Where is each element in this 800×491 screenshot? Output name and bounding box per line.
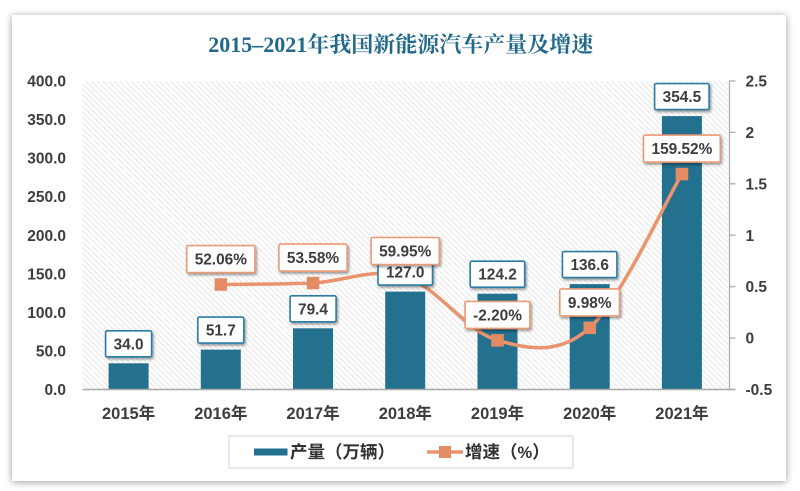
- svg-text:2020: 2020: [563, 405, 600, 423]
- svg-text:1: 1: [746, 228, 755, 245]
- svg-text:100.0: 100.0: [27, 305, 66, 322]
- svg-text:2016: 2016: [194, 405, 231, 423]
- svg-text:2.5: 2.5: [746, 74, 768, 91]
- svg-text:2021: 2021: [655, 405, 692, 423]
- svg-text:136.6: 136.6: [570, 257, 609, 274]
- svg-text:400.0: 400.0: [27, 74, 66, 91]
- svg-text:0.0: 0.0: [44, 382, 66, 399]
- svg-text:52.06%: 52.06%: [195, 252, 248, 269]
- svg-text:-0.5: -0.5: [746, 382, 773, 399]
- svg-text:59.95%: 59.95%: [379, 244, 432, 261]
- svg-text:-2.20%: -2.20%: [473, 307, 522, 324]
- svg-text:2018: 2018: [379, 405, 416, 423]
- svg-text:%: %: [518, 444, 533, 462]
- svg-text:200.0: 200.0: [27, 228, 66, 245]
- svg-text:9.98%: 9.98%: [568, 295, 612, 312]
- svg-text:354.5: 354.5: [663, 89, 702, 106]
- svg-text:124.2: 124.2: [478, 267, 517, 284]
- svg-text:79.4: 79.4: [298, 301, 328, 318]
- svg-text:300.0: 300.0: [27, 151, 66, 168]
- svg-text:150.0: 150.0: [27, 266, 66, 283]
- svg-text:127.0: 127.0: [386, 265, 425, 282]
- svg-text:350.0: 350.0: [27, 112, 66, 129]
- svg-text:0: 0: [746, 331, 755, 348]
- svg-text:250.0: 250.0: [27, 189, 66, 206]
- svg-text:2: 2: [746, 125, 755, 142]
- svg-text:159.52%: 159.52%: [652, 141, 713, 158]
- svg-text:0.5: 0.5: [746, 279, 768, 296]
- svg-text:2019: 2019: [471, 405, 508, 423]
- svg-text:53.58%: 53.58%: [287, 250, 340, 267]
- svg-text:51.7: 51.7: [206, 323, 236, 340]
- svg-text:1.5: 1.5: [746, 176, 768, 193]
- svg-text:2015–2021: 2015–2021: [208, 32, 307, 57]
- svg-text:50.0: 50.0: [36, 343, 66, 360]
- svg-text:34.0: 34.0: [114, 336, 144, 353]
- svg-text:2015: 2015: [102, 405, 139, 423]
- svg-text:2017: 2017: [286, 405, 323, 423]
